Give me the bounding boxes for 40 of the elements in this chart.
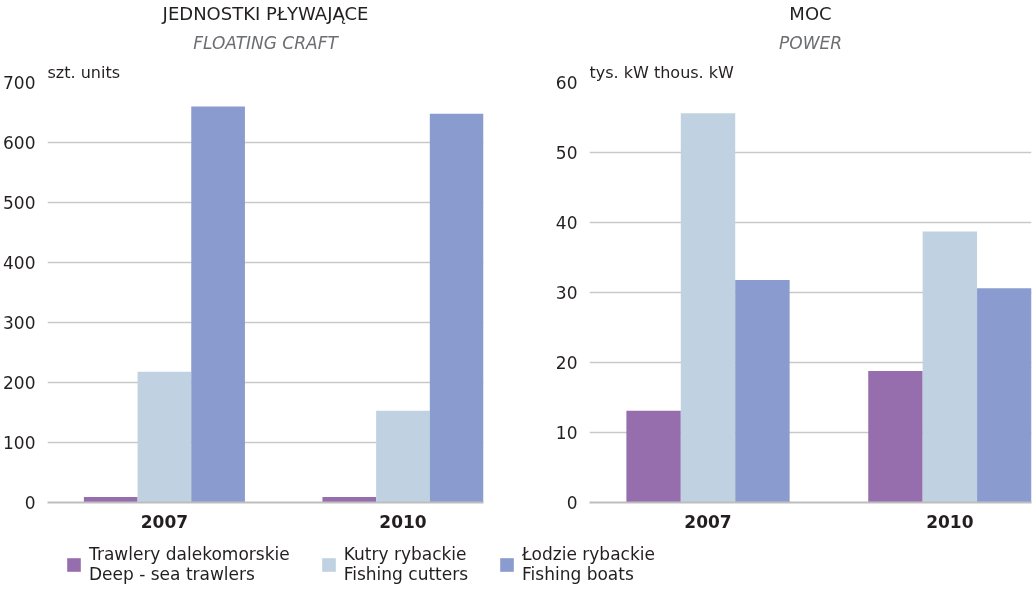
y-axis-title: tys. kW thous. kW [589,62,735,82]
chart-title: JEDNOSTKI PŁYWAJĄCE [161,2,369,24]
bar [626,410,681,503]
y-tick-label: 600 [3,133,36,153]
bar [322,497,377,503]
bar [735,279,790,503]
x-tick-label: 2007 [684,511,732,532]
y-tick-label: 0 [24,493,36,513]
y-tick-label: 40 [555,213,578,233]
chart-subtitle: FLOATING CRAFT [193,32,340,53]
y-tick-label: 50 [555,143,578,163]
y-tick-label: 500 [3,193,36,213]
bar [680,113,736,503]
legend-label: Trawlery dalekomorskie Deep - sea trawlers [89,544,290,584]
bar [83,497,138,503]
chart-subtitle: POWER [779,32,842,53]
bar [376,410,430,503]
chart-title: MOC [789,2,832,24]
y-tick-label: 30 [555,283,578,303]
y-tick-label: 300 [3,313,36,333]
x-tick-label: 2010 [379,511,427,532]
y-tick-label: 200 [3,373,36,393]
y-tick-label: 10 [555,423,578,443]
y-tick-label: 20 [555,353,578,373]
y-tick-label: 0 [566,493,578,513]
bar [137,371,192,503]
bar [922,231,978,503]
bar [191,106,245,503]
y-tick-label: 700 [3,73,36,93]
bar [868,370,923,503]
legend-label: Łodzie rybackie Fishing boats [522,544,655,584]
x-tick-label: 2007 [140,511,189,532]
y-tick-label: 400 [3,253,36,273]
y-tick-label: 100 [3,433,36,453]
bar [429,113,484,503]
y-axis-title: szt. units [47,62,121,82]
x-tick-label: 2010 [926,511,974,532]
legend-label: Kutry rybackie Fishing cutters [343,544,469,584]
bar [977,288,1032,503]
y-tick-label: 60 [555,73,578,93]
